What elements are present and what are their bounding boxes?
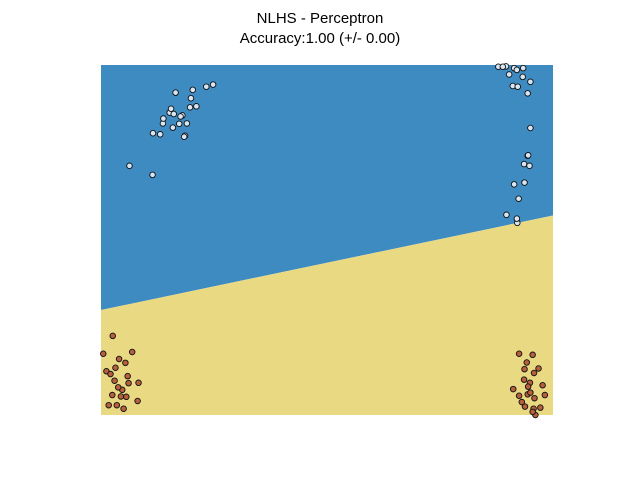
data-point-class-0 (156, 131, 164, 138)
data-point-class-1 (109, 391, 116, 399)
data-point-class-0 (521, 179, 528, 186)
data-point-class-0 (172, 89, 179, 96)
data-point-class-1 (135, 379, 142, 387)
data-point-class-0 (186, 104, 194, 111)
data-point-class-1 (109, 332, 117, 340)
data-point-class-1 (124, 372, 131, 380)
data-point-class-1 (120, 405, 127, 412)
data-point-class-0 (520, 160, 528, 168)
data-point-class-0 (177, 113, 184, 120)
data-point-class-0 (189, 86, 197, 94)
data-point-class-0 (505, 71, 513, 78)
data-point-class-1 (529, 351, 536, 359)
data-point-class-0 (175, 120, 183, 128)
data-point-class-1 (114, 384, 122, 391)
data-point-class-0 (524, 152, 532, 159)
data-point-class-0 (209, 81, 217, 88)
data-point-class-1 (134, 397, 141, 405)
data-point-class-1 (521, 365, 528, 373)
data-point-class-0 (193, 103, 200, 110)
data-point-class-1 (530, 369, 538, 377)
chart-subtitle: Accuracy:1.00 (+/- 0.00) (239, 30, 401, 47)
data-point-class-0 (149, 171, 156, 179)
data-point-class-1 (125, 379, 132, 387)
data-point-class-0 (126, 162, 133, 170)
data-point-class-0 (515, 195, 522, 202)
data-point-class-0 (170, 110, 178, 118)
data-point-class-1 (521, 403, 529, 410)
data-point-class-0 (203, 83, 210, 90)
data-point-class-0 (514, 83, 521, 90)
data-point-class-1 (529, 408, 536, 416)
data-point-class-0 (160, 115, 167, 122)
data-point-class-1 (535, 365, 542, 372)
data-point-class-1 (113, 401, 121, 409)
data-point-class-1 (509, 385, 517, 393)
data-point-class-0 (519, 64, 527, 72)
data-point-class-0 (149, 129, 157, 137)
data-point-class-0 (527, 78, 534, 86)
data-point-class-1 (107, 370, 114, 378)
chart-title: NLHS - Perceptron (256, 10, 384, 27)
data-point-class-1 (524, 383, 532, 390)
data-point-class-0 (187, 94, 195, 102)
data-point-class-0 (510, 181, 518, 188)
data-point-class-1 (117, 393, 125, 400)
data-point-class-1 (527, 389, 534, 396)
data-point-class-0 (519, 73, 526, 81)
data-point-class-1 (111, 377, 118, 384)
data-point-class-0 (524, 90, 531, 97)
data-point-class-1 (531, 394, 538, 402)
data-point-class-1 (537, 404, 544, 411)
decision-region-lower (101, 215, 553, 415)
data-point-class-0 (180, 133, 188, 140)
data-point-class-0 (499, 63, 507, 71)
data-point-class-1 (112, 364, 119, 372)
data-point-class-0 (526, 162, 533, 170)
data-point-class-1 (520, 376, 528, 383)
data-point-class-0 (503, 211, 510, 219)
data-point-class-1 (539, 382, 546, 389)
decision-region-upper (101, 65, 553, 310)
scatter-points (100, 63, 549, 419)
data-point-class-1 (523, 359, 531, 366)
data-point-class-1 (105, 401, 112, 409)
data-point-class-1 (100, 350, 107, 358)
data-point-class-0 (183, 120, 191, 127)
data-point-class-1 (518, 398, 526, 406)
data-point-class-0 (513, 66, 521, 74)
data-point-class-1 (541, 391, 549, 399)
data-point-class-1 (128, 348, 136, 356)
data-point-class-0 (527, 124, 534, 132)
data-point-class-1 (115, 355, 123, 363)
data-point-class-0 (513, 215, 521, 222)
data-point-class-0 (169, 124, 177, 131)
data-point-class-1 (123, 393, 130, 401)
data-point-class-0 (167, 105, 175, 112)
data-point-class-1 (515, 392, 523, 400)
data-point-class-1 (515, 350, 523, 358)
data-point-class-1 (122, 359, 129, 367)
